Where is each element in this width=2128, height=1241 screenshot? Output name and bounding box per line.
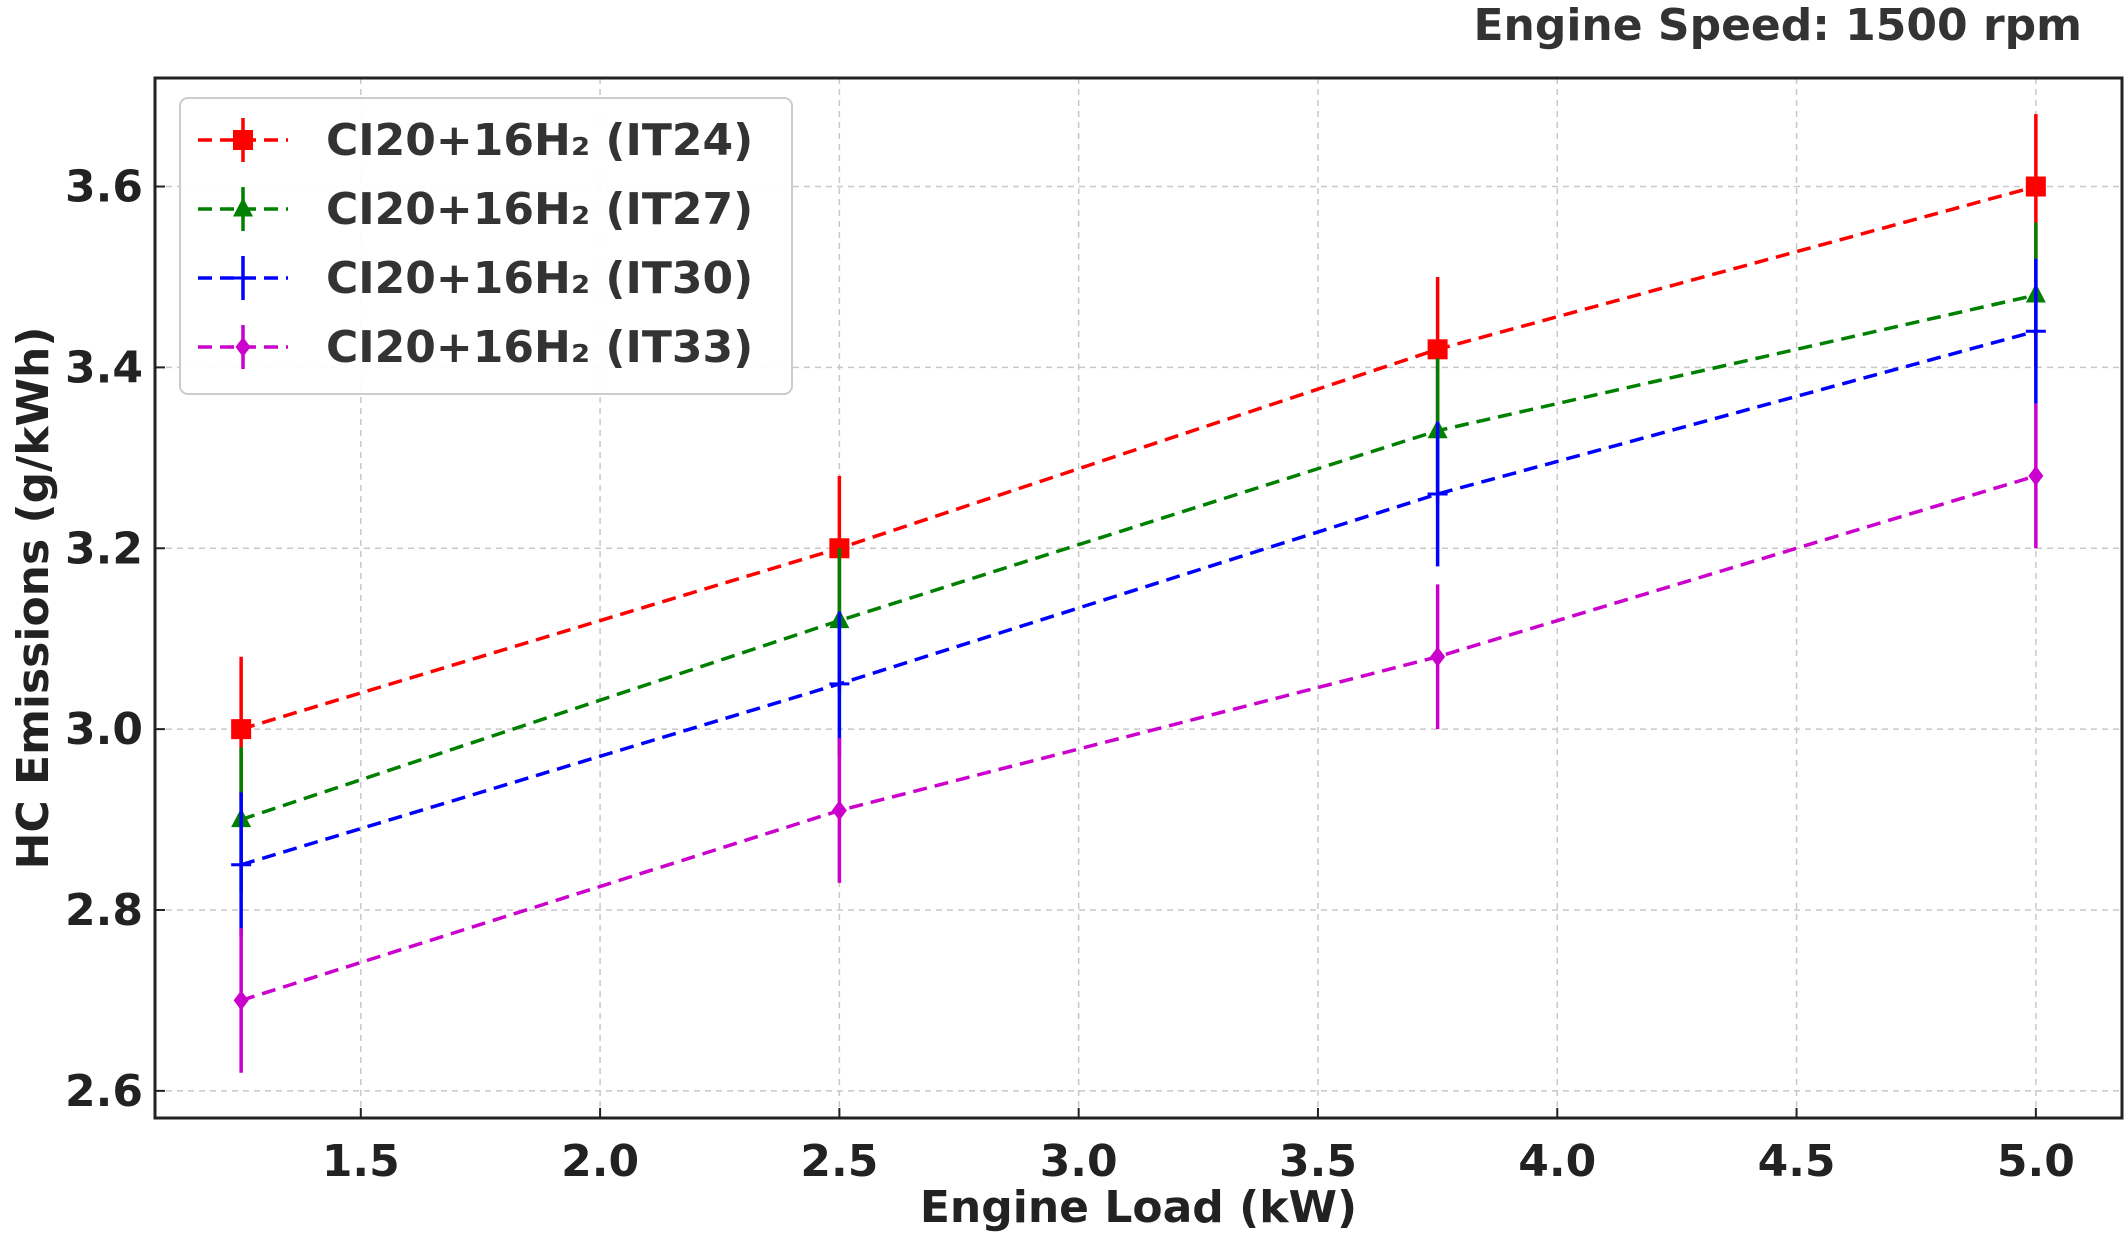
plot-frame <box>153 76 2124 1120</box>
series-line <box>240 474 2037 1003</box>
legend-item: CI20+16H₂ (IT30) <box>198 253 753 304</box>
legend-label: CI20+16H₂ (IT24) <box>326 115 753 166</box>
x-tick-label: 2.0 <box>561 1136 639 1187</box>
legend-label: CI20+16H₂ (IT33) <box>326 322 753 373</box>
marker-diamond <box>831 800 847 821</box>
x-tick-label: 3.0 <box>1040 1136 1118 1187</box>
x-tick-label: 4.5 <box>1758 1136 1836 1187</box>
marker-square <box>231 719 252 740</box>
legend: CI20+16H₂ (IT24) CI20+16H₂ (IT27) CI20+16H… <box>179 97 793 395</box>
legend-item: CI20+16H₂ (IT33) <box>198 322 753 373</box>
series <box>231 258 2046 938</box>
x-tick-label: 2.5 <box>800 1136 878 1187</box>
series-layer <box>231 114 2046 1073</box>
series-line <box>240 293 2037 822</box>
marker-square <box>1427 339 1448 360</box>
x-axis-label: Engine Load (kW) <box>920 1182 1357 1233</box>
series <box>233 403 2044 1073</box>
legend-label: CI20+16H₂ (IT30) <box>326 253 753 304</box>
y-tick-label: 2.8 <box>65 885 143 936</box>
chart-title: Engine Speed: 1500 rpm <box>1473 0 2082 51</box>
marker-diamond <box>2028 465 2044 486</box>
legend-item: CI20+16H₂ (IT27) <box>198 184 753 235</box>
legend-item: CI20+16H₂ (IT24) <box>198 115 753 166</box>
y-tick-label: 3.4 <box>65 342 143 393</box>
series-line <box>240 184 2037 731</box>
y-tick-label: 3.2 <box>65 523 143 574</box>
y-axis: 2.6 2.8 3.0 3.2 3.4 3.6 <box>65 162 165 1117</box>
x-axis: 1.5 2.0 2.5 3.0 3.5 4.0 4.5 5.0 <box>322 1108 2075 1187</box>
marker-square <box>2025 176 2046 197</box>
marker-diamond <box>233 990 249 1011</box>
y-axis-label: HC Emissions (g/kWh) <box>8 327 59 870</box>
series-line <box>240 329 2037 867</box>
x-tick-label: 1.5 <box>322 1136 400 1187</box>
y-tick-label: 3.0 <box>65 704 143 755</box>
y-tick-label: 2.6 <box>65 1066 143 1117</box>
marker-square <box>233 130 253 150</box>
marker-triangle <box>233 197 253 217</box>
marker-diamond <box>1430 646 1446 667</box>
y-tick-label: 3.6 <box>65 162 143 213</box>
legend-box <box>179 97 793 395</box>
x-tick-label: 5.0 <box>1997 1136 2075 1187</box>
x-tick-label: 3.5 <box>1279 1136 1357 1187</box>
marker-diamond <box>235 337 251 357</box>
legend-label: CI20+16H₂ (IT27) <box>326 184 753 235</box>
x-tick-label: 4.0 <box>1518 1136 1596 1187</box>
